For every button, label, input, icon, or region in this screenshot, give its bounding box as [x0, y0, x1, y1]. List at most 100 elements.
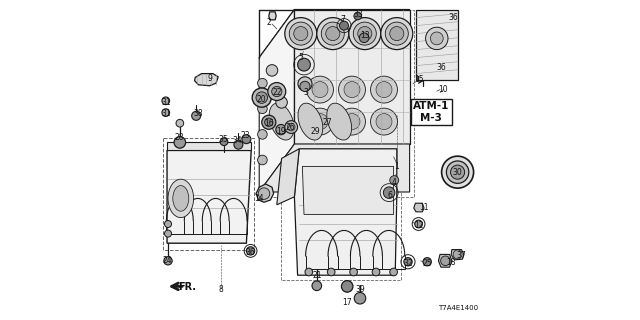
Text: 23: 23: [241, 132, 251, 140]
Polygon shape: [438, 254, 452, 267]
Text: 33: 33: [353, 10, 364, 19]
Text: 29: 29: [310, 127, 320, 136]
Circle shape: [287, 123, 295, 131]
Circle shape: [285, 121, 298, 133]
Circle shape: [342, 281, 353, 292]
Text: 10: 10: [438, 85, 448, 94]
Circle shape: [252, 88, 271, 107]
Text: 37: 37: [456, 252, 466, 260]
Text: 9: 9: [207, 74, 212, 83]
Circle shape: [385, 22, 408, 45]
Circle shape: [431, 32, 443, 45]
Ellipse shape: [173, 186, 189, 211]
Circle shape: [246, 247, 255, 255]
Circle shape: [266, 65, 278, 76]
Circle shape: [390, 268, 397, 276]
Text: 34: 34: [232, 136, 243, 145]
Circle shape: [164, 220, 172, 228]
Text: 18: 18: [447, 258, 456, 267]
Circle shape: [404, 258, 412, 266]
Text: 32: 32: [403, 260, 413, 268]
Circle shape: [328, 268, 335, 276]
Circle shape: [453, 250, 462, 259]
Polygon shape: [416, 10, 458, 80]
Circle shape: [256, 92, 268, 103]
Circle shape: [164, 230, 172, 237]
Circle shape: [307, 108, 333, 135]
Polygon shape: [167, 150, 251, 243]
Text: 3: 3: [303, 88, 308, 97]
Text: 4: 4: [391, 178, 396, 187]
Circle shape: [390, 176, 399, 185]
Text: 20: 20: [257, 95, 267, 104]
Circle shape: [294, 27, 308, 41]
Circle shape: [312, 82, 328, 98]
Circle shape: [358, 27, 372, 41]
Text: FR.: FR.: [179, 282, 196, 292]
Text: 36: 36: [449, 13, 459, 22]
Polygon shape: [167, 142, 251, 150]
Text: 2: 2: [266, 18, 271, 27]
Circle shape: [192, 111, 201, 120]
Circle shape: [451, 165, 465, 179]
Text: 15: 15: [414, 76, 424, 84]
Text: ATM-1
M-3: ATM-1 M-3: [413, 101, 449, 123]
Text: 26: 26: [285, 124, 296, 132]
Circle shape: [257, 130, 268, 139]
Circle shape: [220, 138, 228, 146]
Polygon shape: [195, 74, 218, 86]
Circle shape: [257, 104, 268, 114]
Circle shape: [312, 281, 322, 291]
Polygon shape: [294, 149, 397, 275]
Circle shape: [285, 18, 317, 50]
Text: 27: 27: [322, 118, 332, 127]
Circle shape: [259, 188, 270, 199]
Circle shape: [317, 18, 349, 50]
Text: 16: 16: [264, 119, 274, 128]
Text: 38: 38: [193, 109, 203, 118]
Circle shape: [321, 22, 344, 45]
Circle shape: [176, 119, 184, 127]
Text: 39: 39: [355, 285, 365, 294]
Polygon shape: [294, 10, 410, 144]
Text: 25: 25: [422, 260, 432, 268]
Circle shape: [350, 268, 357, 276]
Circle shape: [257, 78, 268, 88]
Circle shape: [268, 83, 285, 100]
Ellipse shape: [269, 103, 294, 140]
Polygon shape: [302, 166, 394, 214]
Circle shape: [383, 187, 395, 198]
Circle shape: [423, 258, 431, 266]
Text: 35: 35: [218, 135, 228, 144]
Polygon shape: [259, 144, 410, 192]
Text: 14: 14: [254, 194, 264, 203]
Polygon shape: [414, 203, 424, 212]
Text: 31: 31: [161, 109, 171, 118]
Text: 17: 17: [342, 298, 352, 307]
Circle shape: [298, 77, 312, 91]
Polygon shape: [451, 250, 464, 260]
Circle shape: [339, 21, 349, 30]
Text: 1: 1: [394, 162, 399, 171]
Ellipse shape: [298, 103, 323, 140]
Circle shape: [242, 135, 251, 144]
Text: 30: 30: [452, 168, 463, 177]
Circle shape: [339, 108, 365, 135]
Circle shape: [344, 114, 360, 130]
Polygon shape: [259, 10, 410, 58]
Circle shape: [265, 118, 273, 126]
Circle shape: [447, 161, 468, 183]
Text: 5: 5: [298, 53, 303, 62]
Polygon shape: [256, 184, 274, 202]
Circle shape: [298, 58, 310, 71]
Circle shape: [354, 12, 362, 20]
Text: 6: 6: [388, 191, 393, 200]
Circle shape: [174, 137, 186, 148]
Text: 11: 11: [419, 204, 429, 212]
Circle shape: [234, 140, 243, 149]
Circle shape: [390, 27, 404, 41]
Circle shape: [415, 220, 422, 228]
Text: 22: 22: [272, 88, 282, 97]
Text: 36: 36: [245, 248, 255, 257]
Polygon shape: [277, 149, 300, 205]
